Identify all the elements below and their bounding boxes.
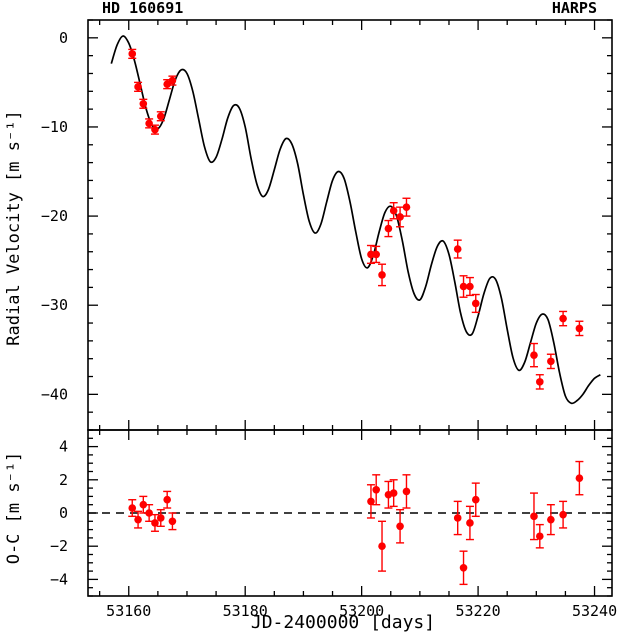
x-tick-label: 53160 [106,602,151,620]
rv-y-axis-label: Radial Velocity [m s⁻¹] [4,110,24,345]
rv-y-tick-label: −40 [41,385,68,403]
rv-y-tick-label: 0 [59,29,68,47]
rv-data-point [378,271,386,279]
rv-y-tick-label: −30 [41,296,68,314]
rv-data-point [372,250,381,259]
x-tick-label: 53220 [456,602,501,620]
residual-data-point [453,514,462,522]
residual-data-point [466,519,474,527]
rv-y-tick-label: −20 [41,207,68,225]
rv-data-point [536,378,544,386]
residuals-panel: 53160 53180 53200 53220 53240 4 2 0 −2 −4 [50,429,617,620]
residual-data-point [367,497,375,506]
rv-data-point [151,125,159,134]
residual-data-point [389,489,398,497]
rv-data-point [367,250,375,259]
rv-data-point [453,245,462,253]
residual-data-point [134,515,142,524]
x-axis-label: JD-2400000 [days] [251,612,435,633]
residual-data-point [396,522,404,531]
x-tick-label: 53180 [223,602,268,620]
residual-data-point [459,563,468,572]
residual-data-point [402,487,411,496]
rv-data-point [168,76,177,85]
rv-data-point [471,299,480,308]
rv-data-point [384,224,393,233]
chart-title-instrument: HARPS [552,0,597,17]
rv-data-point [389,206,398,215]
rv-data-point [134,83,142,91]
residual-data-point [575,474,584,482]
rv-data-point [575,324,584,333]
residuals-y-axis-label: O-C [m s⁻¹] [4,452,24,565]
residual-data-point [145,509,153,517]
residual-data-point [139,500,148,509]
residual-data-point [128,504,137,512]
residual-data-point [151,519,159,527]
residual-data-point [378,542,386,550]
residual-data-point [547,515,555,524]
rv-data-point [559,314,567,323]
residual-y-tick-label: 0 [59,504,68,522]
rv-data-point [530,351,538,359]
residual-y-tick-label: 2 [59,471,68,489]
rv-data-point [139,99,148,108]
residual-y-tick-label: 4 [59,438,68,456]
residual-y-tick-label: −2 [50,537,68,555]
residual-data-point [156,514,165,522]
rv-data-point [459,282,468,291]
orbital-fit-curve [110,35,601,405]
residual-data-point [372,485,381,494]
residual-data-point [471,495,480,504]
rv-y-tick-label: −10 [41,118,68,136]
residual-data-point [163,495,171,504]
x-tick-label: 53240 [572,602,617,620]
rv-data-point [547,357,555,366]
rv-data-point [396,213,404,221]
rv-data-point [156,112,165,121]
residual-y-tick-label: −4 [50,570,68,588]
chart-title-star: HD 160691 [102,0,183,17]
rv-data-point [402,203,411,211]
x-tick-label: 53200 [339,602,384,620]
rv-data-point [145,119,153,128]
rv-data-point [466,282,474,291]
residual-data-point [536,532,544,541]
rv-panel: 0 −10 −20 −30 −40 [41,19,613,431]
residual-data-point [168,517,177,526]
residual-data-point [530,512,538,521]
residual-data-point [559,510,567,519]
rv-data-point [128,50,137,58]
